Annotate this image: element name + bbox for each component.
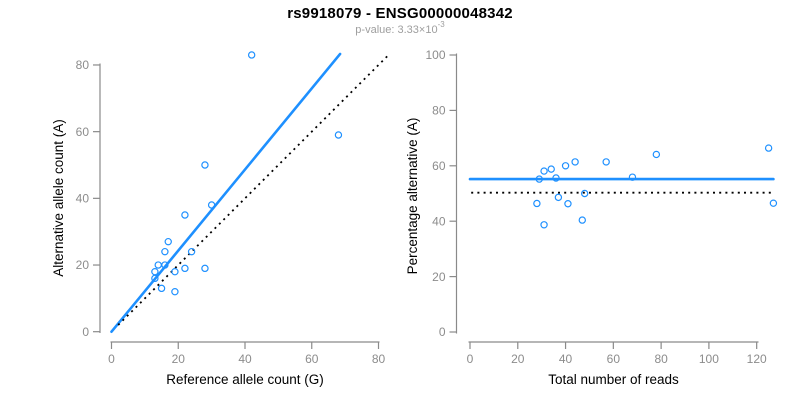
y-tick-label: 60 xyxy=(76,125,90,139)
data-point xyxy=(181,264,189,273)
data-point xyxy=(181,211,189,219)
data-point xyxy=(564,200,572,208)
x-tick-label: 80 xyxy=(372,352,386,366)
data-point xyxy=(602,158,610,166)
pvalue-exponent-text: -3 xyxy=(437,20,445,30)
x-tick-label: 100 xyxy=(699,352,719,366)
x-axis-title: Total number of reads xyxy=(548,372,679,387)
data-point xyxy=(769,199,778,207)
plot-subtitle: p-value: 3.33×10-3 xyxy=(0,21,800,36)
data-point xyxy=(154,261,162,269)
data-point xyxy=(552,174,560,182)
data-point xyxy=(547,165,555,173)
plot-title: rs9918079 - ENSG00000048342 xyxy=(287,5,513,22)
x-tick-label: 20 xyxy=(511,352,525,366)
y-tick-label: 80 xyxy=(76,58,90,72)
y-axis: 0 20 40 60 80 Alternative allele count (A) xyxy=(51,58,101,339)
data-point xyxy=(187,247,196,256)
data-point xyxy=(247,51,256,59)
data-point xyxy=(207,201,216,209)
data-point xyxy=(580,189,589,198)
data-point xyxy=(171,267,179,276)
x-tick-label: 0 xyxy=(467,352,474,366)
regression-fit-line xyxy=(110,52,342,334)
data-point xyxy=(540,221,548,229)
right-scatter-panel: 0 20 40 60 80 100 120 Total number of reads 0 20 4… xyxy=(405,48,778,387)
x-axis: 0 20 40 60 80 100 120 Total number of reads xyxy=(467,341,767,387)
data-points xyxy=(533,144,778,229)
y-tick-label: 20 xyxy=(76,258,90,272)
data-point xyxy=(561,162,570,170)
data-point xyxy=(171,287,179,296)
y-axis: 0 20 40 60 80 100 Percentage alternative (A) xyxy=(405,48,458,339)
data-point xyxy=(157,284,166,293)
y-tick-label: 80 xyxy=(432,104,446,118)
x-tick-label: 0 xyxy=(108,352,115,366)
data-point xyxy=(161,261,169,269)
x-axis: 0 20 40 60 80 Reference allele count (G) xyxy=(108,341,386,387)
data-points xyxy=(151,51,343,296)
y-tick-label: 40 xyxy=(432,214,446,228)
x-axis-title: Reference allele count (G) xyxy=(166,372,324,387)
y-tick-label: 0 xyxy=(439,325,446,339)
data-point xyxy=(554,193,563,202)
data-point xyxy=(535,175,543,183)
data-point xyxy=(201,264,209,273)
x-tick-label: 60 xyxy=(305,352,319,366)
identity-line xyxy=(117,55,388,326)
y-tick-label: 100 xyxy=(425,48,445,62)
data-point xyxy=(161,247,169,256)
y-tick-label: 60 xyxy=(432,159,446,173)
pvalue-text: p-value: 3.33×10 xyxy=(355,24,438,36)
data-point xyxy=(151,274,159,283)
data-point xyxy=(334,131,343,139)
y-axis-title: Percentage alternative (A) xyxy=(405,118,420,275)
y-axis-title: Alternative allele count (A) xyxy=(51,119,66,277)
x-tick-label: 40 xyxy=(559,352,573,366)
data-point xyxy=(164,237,172,246)
data-point xyxy=(652,150,661,159)
left-scatter-panel: 0 20 40 60 80 Reference allele count (G) 0 20 40… xyxy=(51,51,388,387)
x-tick-label: 20 xyxy=(172,352,186,366)
x-tick-label: 60 xyxy=(607,352,621,366)
data-point xyxy=(151,267,159,276)
x-tick-label: 120 xyxy=(747,352,767,366)
data-point xyxy=(578,216,586,224)
y-tick-label: 0 xyxy=(82,325,89,339)
x-tick-label: 80 xyxy=(654,352,668,366)
x-tick-label: 40 xyxy=(238,352,252,366)
data-point xyxy=(764,144,773,152)
data-point xyxy=(201,161,209,169)
data-point xyxy=(571,158,579,166)
data-point xyxy=(628,173,637,181)
y-tick-label: 40 xyxy=(76,192,90,206)
data-point xyxy=(540,167,548,175)
data-point xyxy=(533,199,541,208)
y-tick-label: 20 xyxy=(432,270,446,284)
